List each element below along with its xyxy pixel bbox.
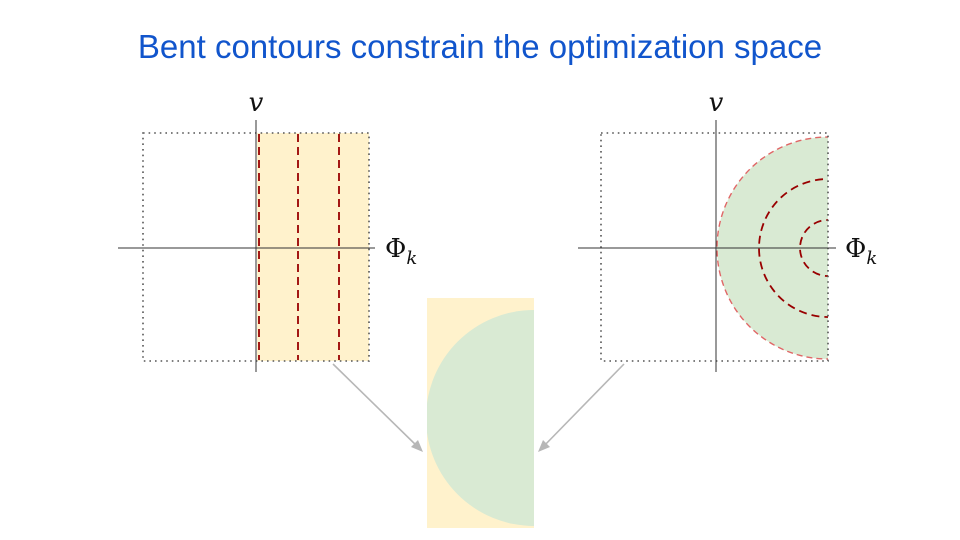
- left-feasible-region: [257, 133, 369, 361]
- left-y-axis-label: v: [249, 88, 264, 118]
- right-plot: v Φk: [578, 88, 877, 372]
- left-x-axis-label: Φk: [385, 234, 417, 269]
- left-plot: v Φk: [118, 88, 417, 372]
- right-plot-frame: [600, 132, 829, 362]
- right-x-axis-label-sub: k: [866, 248, 877, 269]
- right-x-axis-label: Φk: [845, 234, 877, 269]
- slide-title: Bent contours constrain the optimization…: [137, 28, 823, 65]
- left-arrow-head: [411, 440, 423, 452]
- right-arrow-shaft: [540, 363, 625, 450]
- right-arrow-head: [538, 440, 550, 452]
- left-x-axis-label-sub: k: [406, 248, 417, 269]
- arrows: [332, 363, 625, 452]
- intersection-green-region: [427, 310, 534, 526]
- left-x-axis-label-main: Φ: [385, 234, 406, 264]
- intersection-region: [427, 298, 534, 528]
- right-y-axis-label: v: [709, 88, 724, 118]
- right-x-axis-label-main: Φ: [845, 234, 866, 264]
- left-arrow-shaft: [332, 363, 421, 450]
